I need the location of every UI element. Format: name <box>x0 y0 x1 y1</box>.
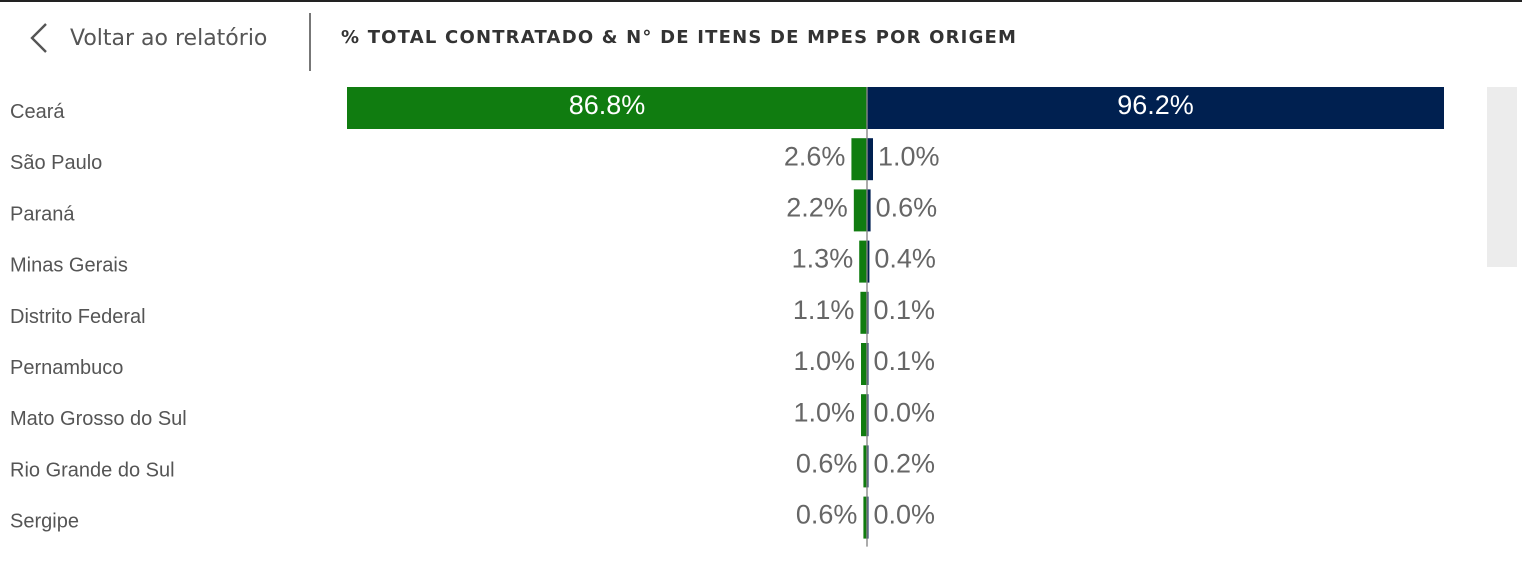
bar-right <box>867 138 873 181</box>
category-label: Sergipe <box>10 511 79 533</box>
bar-left <box>860 291 867 334</box>
data-label-right: 96.2% <box>1117 90 1194 120</box>
bar-right <box>867 445 869 488</box>
category-label: Ceará <box>10 101 65 123</box>
scrollbar[interactable] <box>1487 87 1517 267</box>
bar-right <box>867 496 869 539</box>
bar-left <box>861 343 867 385</box>
data-label-right: 0.1% <box>874 295 936 325</box>
data-label-left: 1.0% <box>793 346 855 376</box>
bar-left <box>859 240 867 283</box>
data-label-right: 0.2% <box>874 449 936 479</box>
data-label-right: 1.0% <box>878 141 940 171</box>
back-to-report-button[interactable]: Voltar ao relatório <box>28 16 267 60</box>
bar-left <box>863 445 867 488</box>
top-border <box>0 0 1522 2</box>
category-label: São Paulo <box>10 152 102 174</box>
category-label: Minas Gerais <box>10 255 128 277</box>
data-label-left: 2.6% <box>784 141 846 171</box>
data-label-left: 0.6% <box>796 500 858 530</box>
data-label-left: 0.6% <box>796 449 858 479</box>
bar-left <box>861 394 867 437</box>
header-divider <box>309 13 311 71</box>
data-label-left: 1.0% <box>793 397 855 427</box>
bar-left <box>853 189 867 232</box>
data-label-right: 0.4% <box>874 244 936 274</box>
category-label: Pernambuco <box>10 357 123 379</box>
data-label-right: 0.1% <box>874 346 936 376</box>
bar-right <box>867 394 869 437</box>
data-label-right: 0.6% <box>876 193 938 223</box>
chart-title: % TOTAL CONTRATADO & N° DE ITENS DE MPES… <box>341 27 1018 48</box>
bar-left <box>863 496 867 539</box>
category-label: Mato Grosso do Sul <box>10 408 187 430</box>
bar-right <box>867 240 870 283</box>
bar-left <box>347 87 867 129</box>
category-label: Rio Grande do Sul <box>10 459 175 481</box>
category-label: Distrito Federal <box>10 306 146 328</box>
data-label-left: 1.1% <box>793 295 855 325</box>
data-label-right: 0.0% <box>874 500 936 530</box>
chevron-left-icon <box>28 21 50 55</box>
diverging-bar-chart: Ceará 86.8% 96.2% São Paulo 2.6% 1.0% Paraná 2.… <box>10 87 1444 547</box>
data-label-left: 1.3% <box>792 244 854 274</box>
bar-right <box>867 189 871 232</box>
data-label-left: 86.8% <box>569 90 646 120</box>
data-label-left: 2.2% <box>786 193 848 223</box>
data-label-right: 0.0% <box>874 397 936 427</box>
category-label: Paraná <box>10 203 75 225</box>
bar-right <box>867 343 869 385</box>
bar-right <box>867 291 869 334</box>
back-to-report-label: Voltar ao relatório <box>70 25 268 51</box>
bar-left <box>851 138 867 181</box>
bar-right <box>867 87 1444 129</box>
